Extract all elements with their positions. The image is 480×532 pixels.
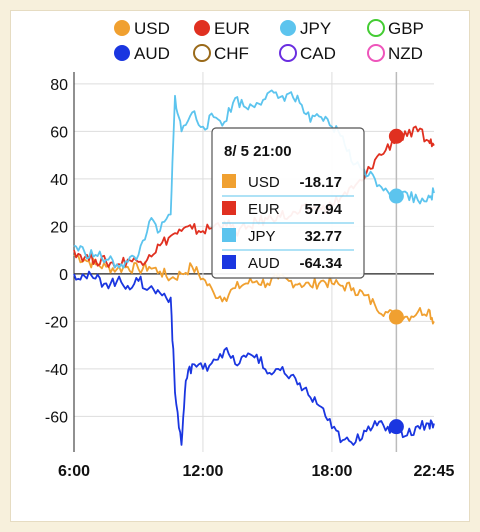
cursor-marker-aud <box>388 419 404 435</box>
y-tick-label: -40 <box>45 362 68 379</box>
cursor-marker-usd <box>388 309 404 325</box>
x-tick-label: 22:45 <box>414 463 455 480</box>
legend-label-aud[interactable]: AUD <box>134 44 170 63</box>
y-tick-label: 80 <box>50 77 68 94</box>
legend-label-nzd[interactable]: NZD <box>388 44 423 63</box>
y-tick-label: -20 <box>45 314 68 331</box>
legend-marker-jpy[interactable] <box>280 20 296 36</box>
x-tick-label: 18:00 <box>311 463 352 480</box>
legend-label-cad[interactable]: CAD <box>300 44 336 63</box>
y-tick-label: 20 <box>50 219 68 236</box>
legend-label-chf[interactable]: CHF <box>214 44 249 63</box>
tooltip-swatch-jpy <box>222 228 236 242</box>
legend-label-gbp[interactable]: GBP <box>388 19 424 38</box>
y-tick-label: 40 <box>50 172 68 189</box>
tooltip-label-eur: EUR <box>248 201 280 218</box>
cursor-markers <box>388 128 404 435</box>
y-tick-label: 60 <box>50 124 68 141</box>
x-tick-label: 6:00 <box>58 463 90 480</box>
tooltip-label-aud: AUD <box>248 255 280 272</box>
y-tick-label: 0 <box>59 267 68 284</box>
axes: 80 60 40 20 0 -20 -40 -60 6:00 12:00 18:00 22:45 <box>45 72 455 480</box>
tooltip-label-jpy: JPY <box>248 228 276 245</box>
series-line-jpy <box>73 89 435 269</box>
tooltip-label-usd: USD <box>248 174 280 191</box>
tooltip-swatch-eur <box>222 201 236 215</box>
cursor-marker-eur <box>388 128 404 144</box>
legend-marker-eur[interactable] <box>194 20 210 36</box>
tooltip-value-eur: 57.94 <box>304 201 342 218</box>
legend-marker-aud[interactable] <box>114 45 130 61</box>
tooltip-swatch-usd <box>222 174 236 188</box>
series-line-usd <box>73 254 435 325</box>
legend-label-usd[interactable]: USD <box>134 19 170 38</box>
cursor-marker-jpy <box>388 188 404 204</box>
tooltip: 8/ 5 21:00 USD -18.17 EUR 57.94 JPY 32.77 AUD -6… <box>211 127 365 279</box>
series-line-aud <box>73 270 435 446</box>
legend-marker-gbp[interactable] <box>367 19 385 37</box>
legend-marker-chf[interactable] <box>193 44 211 62</box>
tooltip-value-aud: -64.34 <box>299 255 342 272</box>
tooltip-box <box>211 127 365 279</box>
legend-marker-usd[interactable] <box>114 20 130 36</box>
legend-marker-cad[interactable] <box>279 44 297 62</box>
tooltip-swatch-aud <box>222 255 236 269</box>
tooltip-title: 8/ 5 21:00 <box>224 143 292 160</box>
tooltip-value-usd: -18.17 <box>299 174 342 191</box>
legend-label-eur[interactable]: EUR <box>214 19 250 38</box>
tooltip-value-jpy: 32.77 <box>304 228 342 245</box>
y-tick-label: -60 <box>45 409 68 426</box>
x-tick-label: 12:00 <box>182 463 223 480</box>
legend-label-jpy[interactable]: JPY <box>300 19 331 38</box>
legend-marker-nzd[interactable] <box>367 44 385 62</box>
legend[interactable]: USD EUR JPY GBP AUD CHF CAD NZD <box>114 19 424 63</box>
